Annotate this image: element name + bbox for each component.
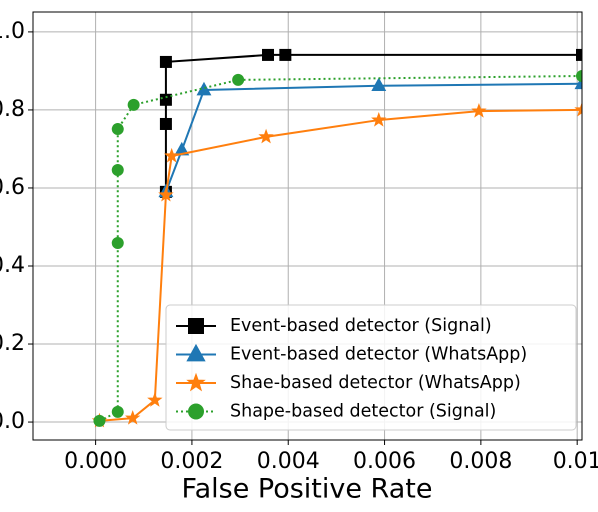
- y-tick-label: 0.4: [0, 253, 25, 278]
- x-tick-label: 0.002: [160, 449, 223, 474]
- marker: [186, 372, 206, 392]
- marker: [158, 186, 174, 202]
- y-tick-label: 1.0: [0, 19, 25, 44]
- legend-label: Shape-based detector (Signal): [230, 402, 496, 422]
- marker: [147, 392, 163, 407]
- x-tick-label: 0.006: [353, 449, 416, 474]
- marker: [159, 55, 172, 68]
- marker: [186, 343, 206, 362]
- marker: [188, 318, 204, 334]
- marker: [159, 93, 172, 106]
- marker: [188, 403, 204, 420]
- marker: [471, 103, 487, 118]
- series-line: [164, 82, 582, 193]
- x-tick-label: 0.01: [553, 449, 598, 474]
- series-line: [164, 53, 582, 192]
- legend-label: Event-based detector (WhatsApp): [230, 345, 527, 365]
- marker: [111, 164, 124, 177]
- y-tick-label: 0.8: [0, 97, 25, 122]
- y-tick-label: 0.0: [0, 409, 25, 434]
- legend-box: [165, 304, 577, 431]
- marker: [111, 123, 124, 136]
- y-tick-label: 0.2: [0, 331, 25, 356]
- series-line: [99, 74, 582, 422]
- marker: [574, 101, 582, 117]
- marker: [371, 77, 387, 92]
- marker: [262, 48, 275, 61]
- marker: [371, 111, 387, 127]
- marker: [164, 147, 180, 163]
- plot-frame: [32, 11, 583, 441]
- x-axis-label: False Positive Rate: [182, 474, 433, 505]
- marker: [127, 98, 140, 111]
- marker: [576, 48, 582, 61]
- legend-label: Shae-based detector (WhatsApp): [230, 373, 521, 393]
- marker: [232, 73, 245, 86]
- x-tick-label: 0.000: [64, 449, 127, 474]
- plot-area: [91, 48, 582, 428]
- legend-label: Event-based detector (Signal): [230, 316, 492, 336]
- marker: [574, 75, 582, 90]
- marker: [258, 128, 274, 144]
- marker: [576, 69, 582, 82]
- marker: [93, 414, 106, 427]
- marker: [111, 236, 124, 249]
- marker: [279, 48, 292, 61]
- marker: [196, 81, 212, 96]
- marker: [125, 410, 141, 425]
- x-tick-label: 0.008: [449, 449, 512, 474]
- marker: [159, 117, 172, 130]
- marker: [111, 405, 124, 418]
- y-tick-label: 0.6: [0, 175, 25, 200]
- x-tick-label: 0.004: [257, 449, 320, 474]
